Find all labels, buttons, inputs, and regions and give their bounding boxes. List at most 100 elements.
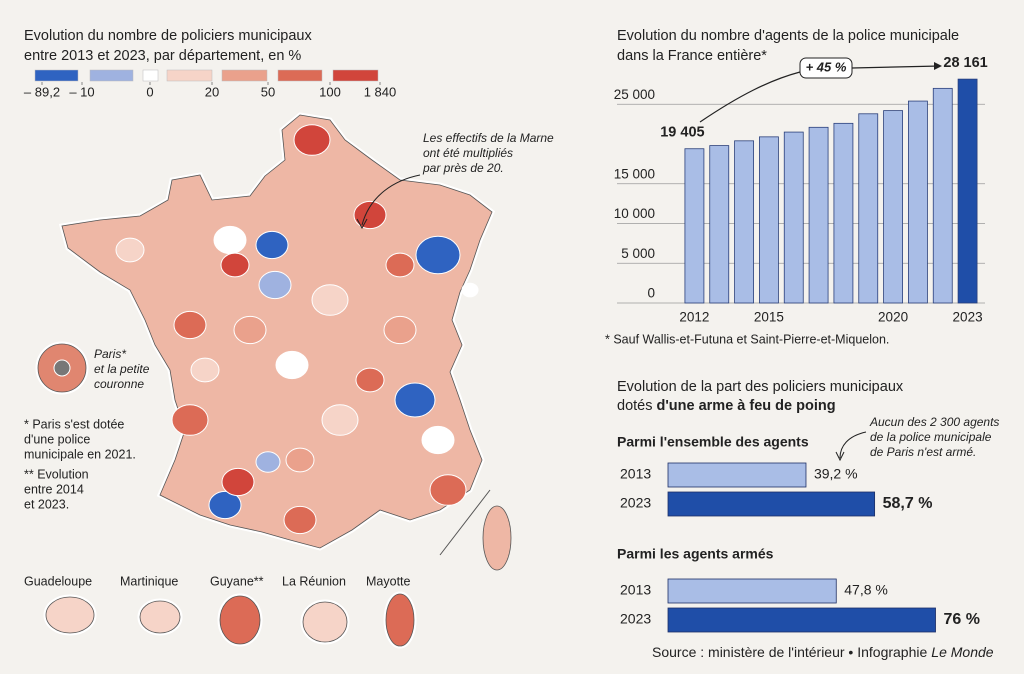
department: [213, 225, 247, 255]
bar: [858, 113, 879, 304]
category-label: 2013: [620, 466, 651, 482]
arrow-head: [835, 451, 845, 462]
inset-label: couronne: [94, 377, 144, 391]
y-tick-label: 0: [647, 286, 655, 301]
map-note: municipale en 2021.: [24, 447, 136, 461]
bar: [908, 100, 928, 304]
x-tick-label: 2023: [953, 310, 983, 325]
department: [461, 282, 479, 298]
territory: [139, 600, 181, 634]
hbar-annotation: Aucun des 2 300 agents: [869, 415, 999, 429]
inset-label: et la petite: [94, 362, 150, 376]
department: [355, 367, 385, 393]
annotation-arrow: [839, 431, 867, 459]
map-annotation: ont été multipliés: [423, 146, 513, 160]
territory: [45, 596, 95, 634]
legend-swatch: [34, 69, 79, 82]
source-text: Source : ministère de l'intérieur • Info…: [652, 644, 927, 660]
territory: [302, 601, 348, 643]
bar: [684, 148, 705, 304]
department: [421, 425, 455, 455]
arrow-head: [934, 62, 942, 70]
bar: [667, 491, 876, 517]
growth-arrow: [699, 65, 941, 123]
annotation-box: [799, 57, 853, 79]
department: [258, 270, 292, 300]
legend-label: 100: [319, 84, 341, 99]
department: [285, 447, 315, 473]
inset-label: Paris*: [94, 347, 126, 361]
y-tick-label: 25 000: [614, 87, 655, 102]
legend-swatch: [142, 69, 159, 82]
hbar-annotation: de Paris n'est armé.: [870, 445, 976, 459]
department: [311, 284, 349, 316]
hbar-title-part: dotés: [617, 398, 652, 414]
legend-swatch: [221, 69, 268, 82]
value-label: 28 161: [943, 55, 987, 71]
hbar-title: Evolution de la part des policiers munic…: [617, 379, 904, 395]
department: [385, 252, 415, 278]
bar: [667, 578, 837, 604]
territory-name: Guyane**: [210, 574, 264, 588]
legend-swatch: [277, 69, 323, 82]
legend-label: – 10: [69, 84, 94, 99]
separator: [439, 489, 491, 556]
footnote: * Sauf Wallis-et-Futuna et Saint-Pierre-…: [605, 332, 889, 346]
value-label: 58,7 %: [883, 495, 933, 512]
bar: [734, 140, 754, 304]
corsica: [482, 505, 512, 571]
x-tick-label: 2020: [878, 310, 908, 325]
bar: [957, 78, 978, 304]
value-label: 19 405: [660, 125, 704, 141]
bar: [833, 122, 854, 304]
department: [233, 315, 267, 345]
department: [115, 237, 145, 263]
x-tick-label: 2015: [754, 310, 784, 325]
source: Source : ministère de l'intérieur • Info…: [652, 644, 994, 660]
map-title: Evolution du nombre de policiers municip…: [24, 28, 312, 44]
department: [429, 474, 467, 506]
category-label: 2023: [620, 611, 651, 627]
map-note: et 2023.: [24, 497, 69, 511]
department: [208, 490, 242, 520]
bar: [667, 462, 807, 488]
category-label: 2013: [620, 582, 651, 598]
bar: [667, 607, 936, 633]
department: [221, 467, 255, 497]
map-annotation: par près de 20.: [422, 161, 504, 175]
y-tick-label: 15 000: [614, 166, 655, 181]
department: [321, 404, 359, 436]
territory-name: Guadeloupe: [24, 574, 92, 588]
bar: [808, 126, 829, 304]
department: [190, 357, 220, 383]
bar-title: Evolution du nombre d'agents de la polic…: [617, 28, 959, 44]
bar: [783, 131, 804, 304]
department: [415, 235, 461, 275]
source-italic: Le Monde: [931, 644, 993, 660]
bar: [759, 136, 779, 304]
annotation-arrow: [361, 174, 421, 226]
legend-swatch: [166, 69, 213, 82]
department: [275, 350, 309, 380]
department: [173, 310, 207, 340]
legend-label: – 89,2: [24, 84, 60, 99]
value-label: 39,2 %: [814, 466, 858, 482]
hbar-annotation: de la police municipale: [870, 430, 992, 444]
hbar-title: dotés d'une arme à feu de poing: [617, 398, 836, 414]
territory: [385, 593, 415, 647]
y-tick-label: 5 000: [621, 246, 655, 261]
map-note: d'une police: [24, 432, 90, 446]
territory-name: Mayotte: [366, 574, 411, 588]
legend-swatch: [332, 69, 379, 82]
legend-label: 0: [146, 84, 153, 99]
map-title: entre 2013 et 2023, par département, en …: [24, 48, 301, 64]
bar-title: dans la France entière*: [617, 48, 767, 64]
legend-label: 50: [261, 84, 275, 99]
bar: [709, 145, 730, 304]
department: [220, 252, 250, 278]
bar: [932, 87, 953, 304]
country: [61, 114, 493, 549]
department: [283, 505, 317, 535]
map-note: * Paris s'est dotée: [24, 417, 124, 431]
